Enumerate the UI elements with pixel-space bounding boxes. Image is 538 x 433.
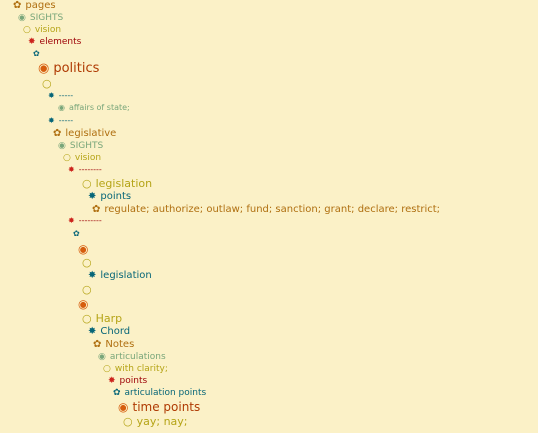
node-label: --------: [78, 216, 102, 225]
tree-node[interactable]: ✸ --------: [68, 217, 102, 225]
node-label: vision: [74, 153, 102, 163]
tree-node[interactable]: ◉: [78, 298, 92, 310]
tree-node[interactable]: ○ vision: [23, 26, 61, 35]
tree-node[interactable]: ✿ Notes: [93, 340, 134, 350]
hollow-circle-bullet-icon: ○: [63, 153, 71, 163]
tree-node[interactable]: ○ with clarity;: [103, 365, 168, 374]
filled-circle-bullet-icon: ◉: [118, 400, 129, 414]
node-label: legislative: [65, 128, 117, 139]
tree-node[interactable]: ◉ SIGHTS: [18, 14, 63, 23]
star-bullet-icon: ✸: [108, 376, 116, 386]
tree-node[interactable]: ✸ legislation: [88, 271, 152, 281]
tree-node[interactable]: ✿ regulate; authorize; outlaw; fund; sanc…: [92, 205, 440, 215]
node-label: Notes: [105, 339, 135, 350]
tree-node[interactable]: ✸ -----: [48, 92, 73, 100]
node-label: pages: [25, 0, 56, 11]
star-bullet-icon: ✸: [28, 37, 36, 47]
tree-node[interactable]: ○ yay; nay;: [123, 416, 188, 427]
hollow-circle-bullet-icon: ○: [82, 312, 92, 325]
flower-bullet-icon: ✿: [53, 128, 62, 139]
node-label: vision: [34, 25, 62, 35]
tree-node[interactable]: ◉ affairs of state;: [58, 104, 130, 112]
tree-node[interactable]: ✿: [73, 230, 84, 238]
tree-node[interactable]: ✸ -----: [48, 117, 73, 125]
flower-bullet-icon: ✿: [113, 388, 121, 398]
node-label: affairs of state;: [68, 103, 130, 112]
node-label: politics: [53, 61, 100, 76]
node-label: --------: [78, 165, 102, 174]
hollow-circle-bullet-icon: ○: [42, 77, 52, 90]
filled-circle-bullet-icon: ◉: [38, 61, 50, 76]
star-bullet-icon: ✸: [88, 326, 97, 337]
tree-node[interactable]: ○: [82, 284, 96, 295]
flower-bullet-icon: ✿: [73, 229, 80, 238]
node-label: time points: [132, 400, 201, 414]
node-label: SIGHTS: [29, 13, 64, 23]
filled-circle-bullet-icon: ◉: [78, 242, 89, 256]
filled-circle-bullet-icon: ◉: [18, 13, 26, 23]
filled-circle-bullet-icon: ◉: [58, 103, 65, 112]
hollow-circle-bullet-icon: ○: [82, 177, 92, 190]
node-label: articulations: [109, 352, 166, 362]
node-label: with clarity;: [114, 364, 168, 374]
node-label: yay; nay;: [136, 415, 188, 428]
star-bullet-icon: ✸: [48, 91, 55, 100]
hollow-circle-bullet-icon: ○: [23, 25, 31, 35]
node-label: SIGHTS: [69, 141, 104, 151]
filled-circle-bullet-icon: ◉: [58, 141, 66, 151]
tree-node[interactable]: ○ legislation: [82, 178, 152, 189]
tree-node[interactable]: ✸ points: [108, 377, 147, 386]
tree-node[interactable]: ✸ --------: [68, 166, 102, 174]
tree-node[interactable]: ✿ legislative: [53, 129, 116, 139]
tree-node[interactable]: ◉ articulations: [98, 353, 166, 362]
filled-circle-bullet-icon: ◉: [78, 297, 89, 311]
node-label: points: [119, 376, 148, 386]
tree-node[interactable]: ✸ points: [88, 192, 131, 202]
tree-node[interactable]: ◉ politics: [38, 62, 99, 75]
flower-bullet-icon: ✿: [93, 339, 102, 350]
hollow-circle-bullet-icon: ○: [82, 283, 92, 296]
star-bullet-icon: ✸: [48, 116, 55, 125]
star-bullet-icon: ✸: [88, 191, 97, 202]
star-bullet-icon: ✸: [68, 165, 75, 174]
hollow-circle-bullet-icon: ○: [123, 415, 133, 428]
hollow-circle-bullet-icon: ○: [103, 364, 111, 374]
flower-bullet-icon: ✿: [33, 49, 40, 58]
star-bullet-icon: ✸: [68, 216, 75, 225]
tree-node[interactable]: ✸ Chord: [88, 327, 130, 337]
node-label: articulation points: [124, 388, 207, 398]
node-label: legislation: [95, 177, 153, 190]
tree-node[interactable]: ○: [82, 257, 96, 268]
hollow-circle-bullet-icon: ○: [82, 256, 92, 269]
node-label: -----: [58, 116, 74, 125]
tree-node[interactable]: ✿ pages: [13, 1, 56, 11]
tree-node[interactable]: ◉: [78, 243, 92, 255]
tree-node[interactable]: ○ Harp: [82, 313, 122, 324]
node-label: regulate; authorize; outlaw; fund; sanct…: [104, 204, 441, 215]
node-label: elements: [39, 37, 82, 47]
flower-bullet-icon: ✿: [13, 0, 22, 11]
filled-circle-bullet-icon: ◉: [98, 352, 106, 362]
node-label: Harp: [95, 312, 123, 325]
tree-node[interactable]: ◉ SIGHTS: [58, 142, 103, 151]
node-label: -----: [58, 91, 74, 100]
tree-node[interactable]: ◉ time points: [118, 401, 200, 413]
tree-node[interactable]: ○: [42, 78, 56, 89]
star-bullet-icon: ✸: [88, 270, 97, 281]
node-label: Chord: [100, 326, 131, 337]
node-label: points: [100, 191, 132, 202]
tree-node[interactable]: ✸ elements: [28, 38, 81, 47]
tree-node[interactable]: ✿ articulation points: [113, 389, 206, 398]
tree-node[interactable]: ○ vision: [63, 154, 101, 163]
flower-bullet-icon: ✿: [92, 204, 101, 215]
tree-node[interactable]: ✿: [33, 50, 44, 58]
node-label: legislation: [100, 270, 152, 281]
